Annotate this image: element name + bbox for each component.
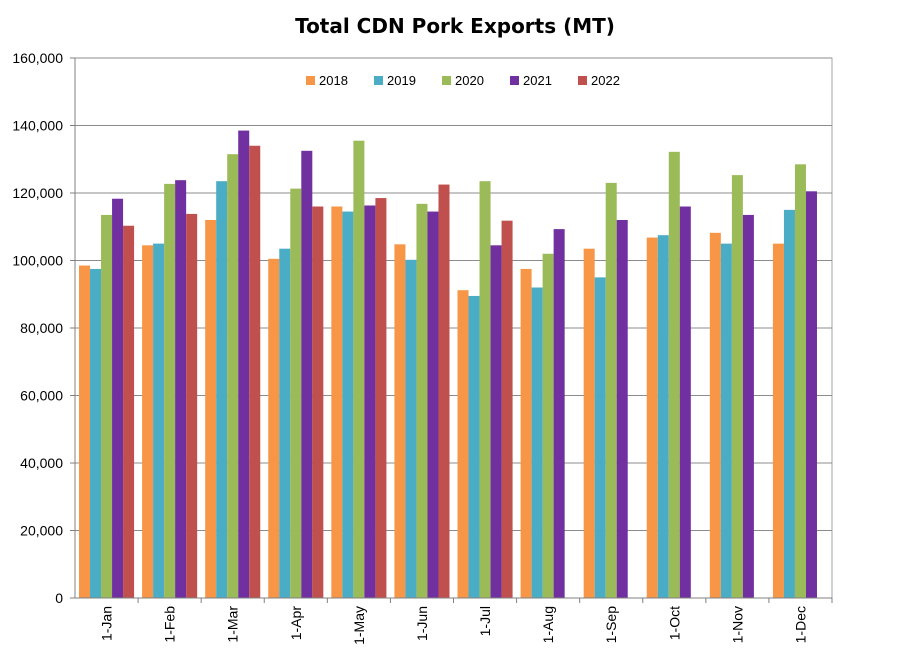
bar-2019-1-May	[342, 211, 354, 598]
bar-2021-1-Jan	[112, 198, 124, 599]
bar-2018-1-Jul	[457, 290, 469, 598]
bar-2022-1-May	[375, 198, 387, 598]
x-tick-label: 1-Dec	[792, 606, 808, 643]
x-tick-label: 1-Oct	[666, 606, 682, 640]
bar-2019-1-Jun	[405, 259, 417, 598]
bar-2022-1-Jan	[123, 225, 135, 599]
legend-swatch-2022	[578, 76, 587, 85]
bar-2020-1-Feb	[164, 183, 176, 598]
x-tick-label: 1-May	[351, 606, 367, 645]
bars	[79, 130, 817, 599]
bar-2019-1-Aug	[531, 287, 543, 598]
bar-2020-1-Jan	[101, 214, 113, 598]
bar-2018-1-Jan	[79, 265, 91, 598]
bar-2021-1-Oct	[679, 206, 691, 598]
bar-2022-1-Apr	[312, 206, 324, 598]
bar-2019-1-Jan	[90, 268, 102, 598]
legend: 2018 2019 2020 2021 2022	[306, 73, 620, 88]
legend-label: 2020	[455, 73, 484, 88]
bar-2021-1-Dec	[805, 191, 817, 598]
bar-2021-1-Jun	[427, 211, 439, 598]
y-tick-label: 80,000	[20, 320, 63, 336]
bar-2019-1-Mar	[216, 181, 228, 598]
bar-2020-1-Jul	[479, 181, 491, 598]
bar-2019-1-Feb	[153, 243, 165, 598]
bar-2022-1-Jun	[438, 184, 450, 598]
bar-2018-1-Sep	[583, 248, 595, 598]
bar-2021-1-Sep	[616, 220, 628, 598]
y-tick-label: 100,000	[12, 253, 63, 269]
bar-2018-1-Apr	[268, 258, 280, 598]
bar-2019-1-Dec	[783, 209, 795, 598]
x-tick-label: 1-Feb	[162, 606, 178, 643]
bar-2020-1-Oct	[668, 151, 680, 598]
bar-2021-1-Aug	[553, 229, 565, 599]
bar-2018-1-Oct	[646, 237, 658, 599]
chart-title: Total CDN Pork Exports (MT)	[295, 14, 615, 38]
bar-2019-1-Oct	[657, 235, 669, 598]
bar-2018-1-Aug	[520, 268, 532, 598]
bar-2021-1-Mar	[238, 130, 250, 598]
bar-2020-1-Mar	[227, 154, 239, 598]
legend-swatch-2019	[374, 76, 383, 85]
bar-2020-1-Sep	[605, 182, 617, 598]
y-tick-label: 120,000	[12, 185, 63, 201]
axes: 0 20,000 40,000 60,000 80,000 100,000 120,000 1…	[12, 50, 833, 645]
y-tick-label: 0	[55, 590, 63, 606]
bar-2021-1-May	[364, 205, 376, 599]
y-tick-label: 60,000	[20, 388, 63, 404]
legend-label: 2022	[591, 73, 620, 88]
bar-2019-1-Jul	[468, 295, 480, 598]
y-tick-label: 140,000	[12, 118, 63, 134]
bar-2021-1-Jul	[490, 245, 502, 598]
legend-label: 2018	[319, 73, 348, 88]
bar-2020-1-May	[353, 140, 365, 598]
legend-swatch-2021	[510, 76, 519, 85]
x-tick-label: 1-Apr	[288, 606, 304, 641]
bar-2022-1-Jul	[501, 220, 513, 599]
y-tick-label: 40,000	[20, 455, 63, 471]
x-tick-label: 1-Jan	[99, 606, 115, 641]
bar-2019-1-Apr	[279, 248, 291, 598]
bar-2020-1-Jun	[416, 203, 428, 599]
bar-2022-1-Feb	[186, 213, 198, 599]
legend-swatch-2020	[442, 76, 451, 85]
bar-2022-1-Mar	[249, 145, 261, 598]
x-tick-label: 1-Sep	[603, 606, 619, 644]
bar-2020-1-Dec	[794, 164, 806, 598]
legend-swatch-2018	[306, 76, 315, 85]
bar-2019-1-Nov	[720, 243, 732, 598]
bar-2018-1-Nov	[709, 232, 721, 598]
bar-2018-1-Jun	[394, 244, 406, 599]
bar-2018-1-Feb	[142, 245, 154, 598]
x-tick-label: 1-Jul	[477, 606, 493, 636]
bar-2020-1-Apr	[290, 188, 302, 599]
bar-2020-1-Nov	[731, 175, 743, 599]
x-tick-label: 1-Jun	[414, 606, 430, 641]
bar-2021-1-Apr	[301, 150, 313, 598]
bar-2018-1-May	[331, 206, 343, 598]
legend-label: 2021	[523, 73, 552, 88]
y-tick-label: 160,000	[12, 50, 63, 66]
x-tick-label: 1-Aug	[540, 606, 556, 643]
bar-2021-1-Feb	[175, 180, 187, 599]
bar-2019-1-Sep	[594, 277, 606, 598]
x-tick-label: 1-Mar	[225, 606, 241, 643]
x-tick-label: 1-Nov	[729, 606, 745, 643]
bar-2018-1-Dec	[772, 243, 784, 598]
bar-2021-1-Nov	[742, 214, 754, 598]
bar-2020-1-Aug	[542, 253, 554, 598]
y-tick-label: 20,000	[20, 523, 63, 539]
legend-label: 2019	[387, 73, 416, 88]
bar-2018-1-Mar	[205, 220, 217, 598]
